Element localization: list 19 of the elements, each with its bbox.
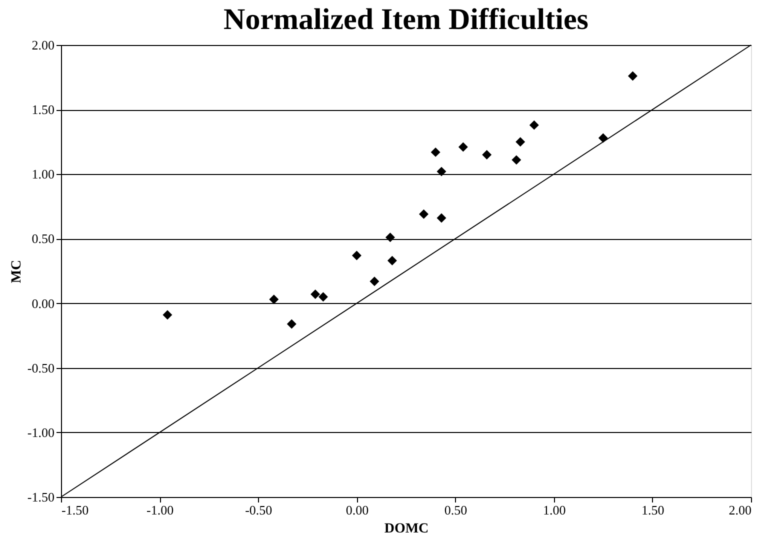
y-tick-label: -1.50 xyxy=(27,490,54,504)
x-tick-label: 1.50 xyxy=(642,502,664,518)
x-tick-label: 1.00 xyxy=(542,502,566,518)
x-tick-label: -0.50 xyxy=(245,502,272,518)
y-tick-label: 0.50 xyxy=(32,231,54,246)
chart-title: Normalized Item Difficulties xyxy=(224,3,588,36)
x-axis-title: DOMC xyxy=(384,522,429,536)
x-tick-label: 2.00 xyxy=(728,502,752,518)
x-tick-label: -1.50 xyxy=(62,502,89,518)
y-tick-label: -1.00 xyxy=(27,424,54,440)
y-tick-label: 2.00 xyxy=(32,38,54,52)
y-tick-label: 1.00 xyxy=(32,166,54,182)
y-axis-title: MC xyxy=(9,260,24,284)
y-tick-label: 0.00 xyxy=(32,296,54,311)
x-tick-label: 0.00 xyxy=(346,502,369,518)
x-tick-label: -1.00 xyxy=(146,502,174,518)
y-tick-label: 1.50 xyxy=(32,102,54,118)
y-tick-label: -0.50 xyxy=(27,360,54,376)
x-tick-label: 0.50 xyxy=(444,502,468,518)
